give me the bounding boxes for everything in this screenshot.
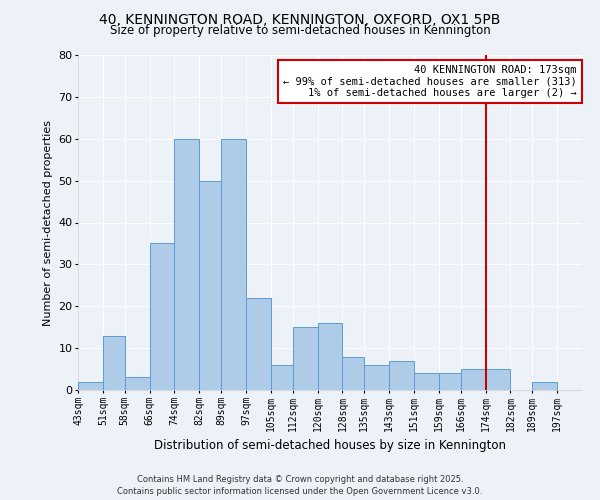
Bar (317, 323, 343, 390)
Bar (439, 373, 461, 390)
Bar (199, 180, 221, 390)
Bar (364, 365, 389, 390)
Bar (149, 244, 175, 390)
Bar (532, 382, 557, 390)
Bar (271, 365, 293, 390)
Y-axis label: Number of semi-detached properties: Number of semi-detached properties (43, 120, 53, 326)
Text: Contains HM Land Registry data © Crown copyright and database right 2025.
Contai: Contains HM Land Registry data © Crown c… (118, 474, 482, 496)
Bar (414, 373, 439, 390)
Bar (221, 138, 246, 390)
X-axis label: Distribution of semi-detached houses by size in Kennington: Distribution of semi-detached houses by … (154, 439, 506, 452)
Text: 40 KENNINGTON ROAD: 173sqm
← 99% of semi-detached houses are smaller (313)
1% of: 40 KENNINGTON ROAD: 173sqm ← 99% of semi… (283, 65, 577, 98)
Bar (175, 138, 199, 390)
Bar (125, 378, 149, 390)
Bar (293, 327, 317, 390)
Text: 40, KENNINGTON ROAD, KENNINGTON, OXFORD, OX1 5PB: 40, KENNINGTON ROAD, KENNINGTON, OXFORD,… (100, 12, 500, 26)
Bar (343, 356, 364, 390)
Bar (78, 382, 103, 390)
Bar (389, 360, 414, 390)
Bar (485, 369, 511, 390)
Bar (461, 369, 485, 390)
Text: Size of property relative to semi-detached houses in Kennington: Size of property relative to semi-detach… (110, 24, 490, 37)
Bar (246, 298, 271, 390)
Bar (103, 336, 125, 390)
